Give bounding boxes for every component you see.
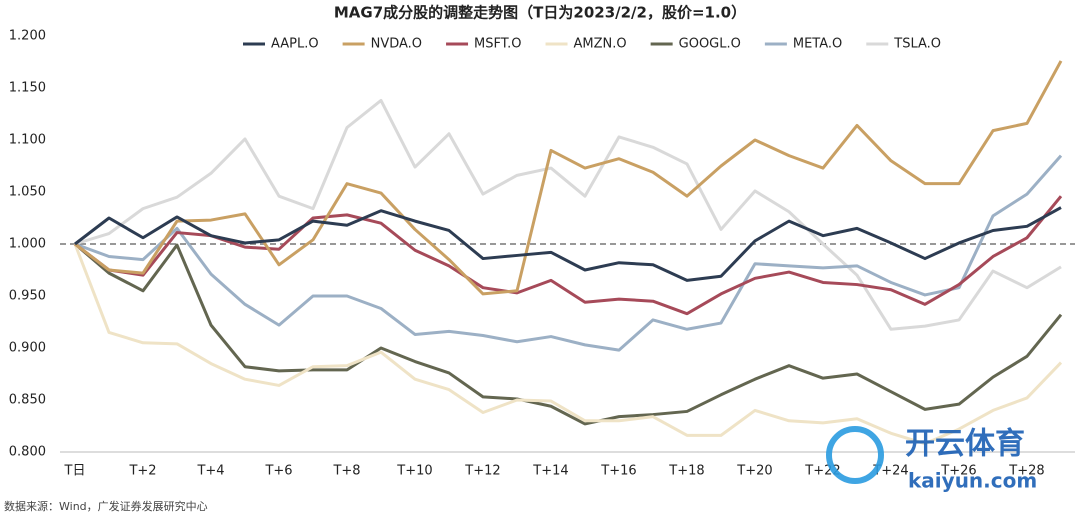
watermark-name: 开云体育 xyxy=(905,427,1025,462)
y-tick-label: 1.000 xyxy=(9,237,46,252)
series-line xyxy=(74,98,1062,331)
chart-title: MAG7成分股的调整走势图（T日为2023/2/2，股价=1.0） xyxy=(334,4,746,22)
watermark-logo xyxy=(826,426,884,484)
x-tick-label: T+18 xyxy=(668,464,704,479)
series-line xyxy=(74,154,1063,352)
series-line xyxy=(74,242,1063,426)
x-tick-label: T+14 xyxy=(532,464,568,479)
x-tick-label: T+20 xyxy=(736,464,772,479)
y-tick-label: 1.050 xyxy=(9,185,46,200)
legend-label: META.O xyxy=(793,37,842,52)
legend-label: AAPL.O xyxy=(271,37,319,52)
watermark: 开云体育 kaiyun.com xyxy=(826,426,1037,493)
legend-label: MSFT.O xyxy=(474,37,521,52)
y-tick-label: 0.850 xyxy=(9,393,46,408)
y-tick-label: 1.150 xyxy=(9,81,46,96)
x-tick-label: T+8 xyxy=(332,464,360,479)
y-tick-label: 0.800 xyxy=(9,445,46,460)
x-tick-label: T日 xyxy=(64,464,86,479)
y-tick-label: 0.950 xyxy=(9,289,46,304)
watermark-url: kaiyun.com xyxy=(908,469,1037,493)
y-tick-label: 1.200 xyxy=(9,29,46,44)
x-tick-label: T+10 xyxy=(396,464,432,479)
x-tick-label: T+16 xyxy=(600,464,636,479)
series-line xyxy=(74,195,1063,316)
source-note: 数据来源：Wind，广发证券发展研究中心 xyxy=(4,499,208,513)
x-tick-label: T+24 xyxy=(872,464,908,479)
x-tick-label: T+4 xyxy=(196,464,224,479)
x-tick-label: T+6 xyxy=(264,464,292,479)
legend-label: AMZN.O xyxy=(574,37,627,52)
series-line xyxy=(74,206,1062,282)
legend-label: GOOGL.O xyxy=(679,37,741,52)
x-tick-label: T+12 xyxy=(464,464,500,479)
series-line xyxy=(74,60,1063,296)
x-tick-label: T+2 xyxy=(128,464,156,479)
y-tick-label: 1.100 xyxy=(9,133,46,148)
y-tick-label: 0.900 xyxy=(9,341,46,356)
series-line xyxy=(73,243,1063,446)
x-tick-label: T+26 xyxy=(940,464,976,479)
legend-label: NVDA.O xyxy=(371,37,422,52)
legend-label: TSLA.O xyxy=(893,37,941,52)
x-tick-label: T+28 xyxy=(1008,464,1044,479)
